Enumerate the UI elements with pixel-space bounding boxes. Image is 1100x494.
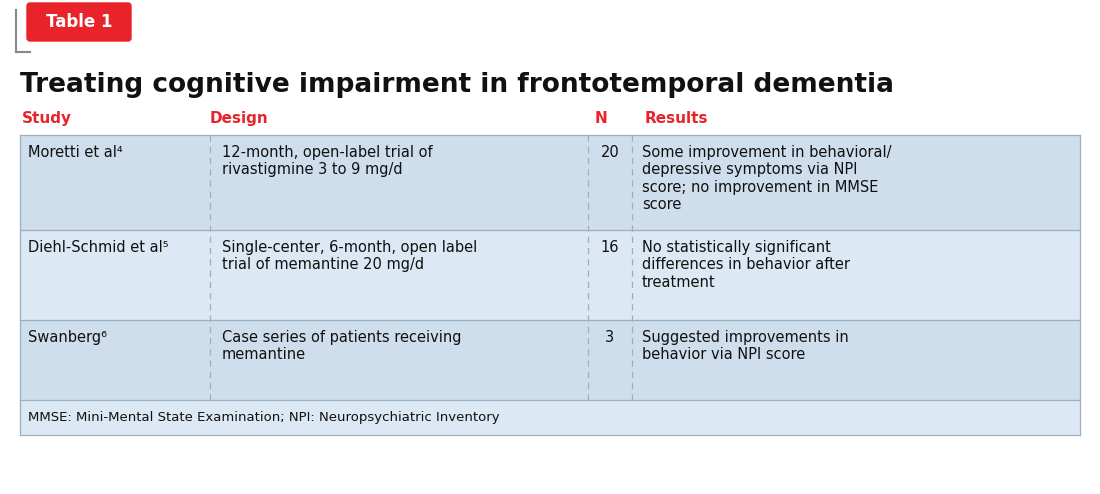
Text: Single-center, 6-month, open label
trial of memantine 20 mg/d: Single-center, 6-month, open label trial… [222, 240, 477, 272]
Text: 12-month, open-label trial of
rivastigmine 3 to 9 mg/d: 12-month, open-label trial of rivastigmi… [222, 145, 432, 177]
Bar [20, 320, 1080, 400]
Text: 20: 20 [601, 145, 619, 160]
Text: Moretti et al⁴: Moretti et al⁴ [28, 145, 122, 160]
Bar [20, 135, 1080, 230]
Text: 16: 16 [601, 240, 619, 255]
Bar [20, 400, 1080, 435]
Text: Suggested improvements in
behavior via NPI score: Suggested improvements in behavior via N… [642, 330, 849, 363]
FancyBboxPatch shape [28, 3, 131, 41]
Bar [20, 230, 1080, 320]
Text: Study: Study [22, 111, 72, 125]
Text: Table 1: Table 1 [46, 13, 112, 31]
Text: N: N [595, 111, 607, 125]
Text: Swanberg⁶: Swanberg⁶ [28, 330, 107, 345]
Text: Treating cognitive impairment in frontotemporal dementia: Treating cognitive impairment in frontot… [20, 72, 894, 98]
Text: No statistically significant
differences in behavior after
treatment: No statistically significant differences… [642, 240, 850, 290]
Text: 3: 3 [605, 330, 615, 345]
Text: MMSE: Mini-Mental State Examination; NPI: Neuropsychiatric Inventory: MMSE: Mini-Mental State Examination; NPI… [28, 411, 499, 424]
Text: Some improvement in behavioral/
depressive symptoms via NPI
score; no improvemen: Some improvement in behavioral/ depressi… [642, 145, 891, 212]
Text: Results: Results [645, 111, 708, 125]
Text: Diehl-Schmid et al⁵: Diehl-Schmid et al⁵ [28, 240, 168, 255]
Text: Design: Design [210, 111, 268, 125]
Text: Case series of patients receiving
memantine: Case series of patients receiving memant… [222, 330, 462, 363]
